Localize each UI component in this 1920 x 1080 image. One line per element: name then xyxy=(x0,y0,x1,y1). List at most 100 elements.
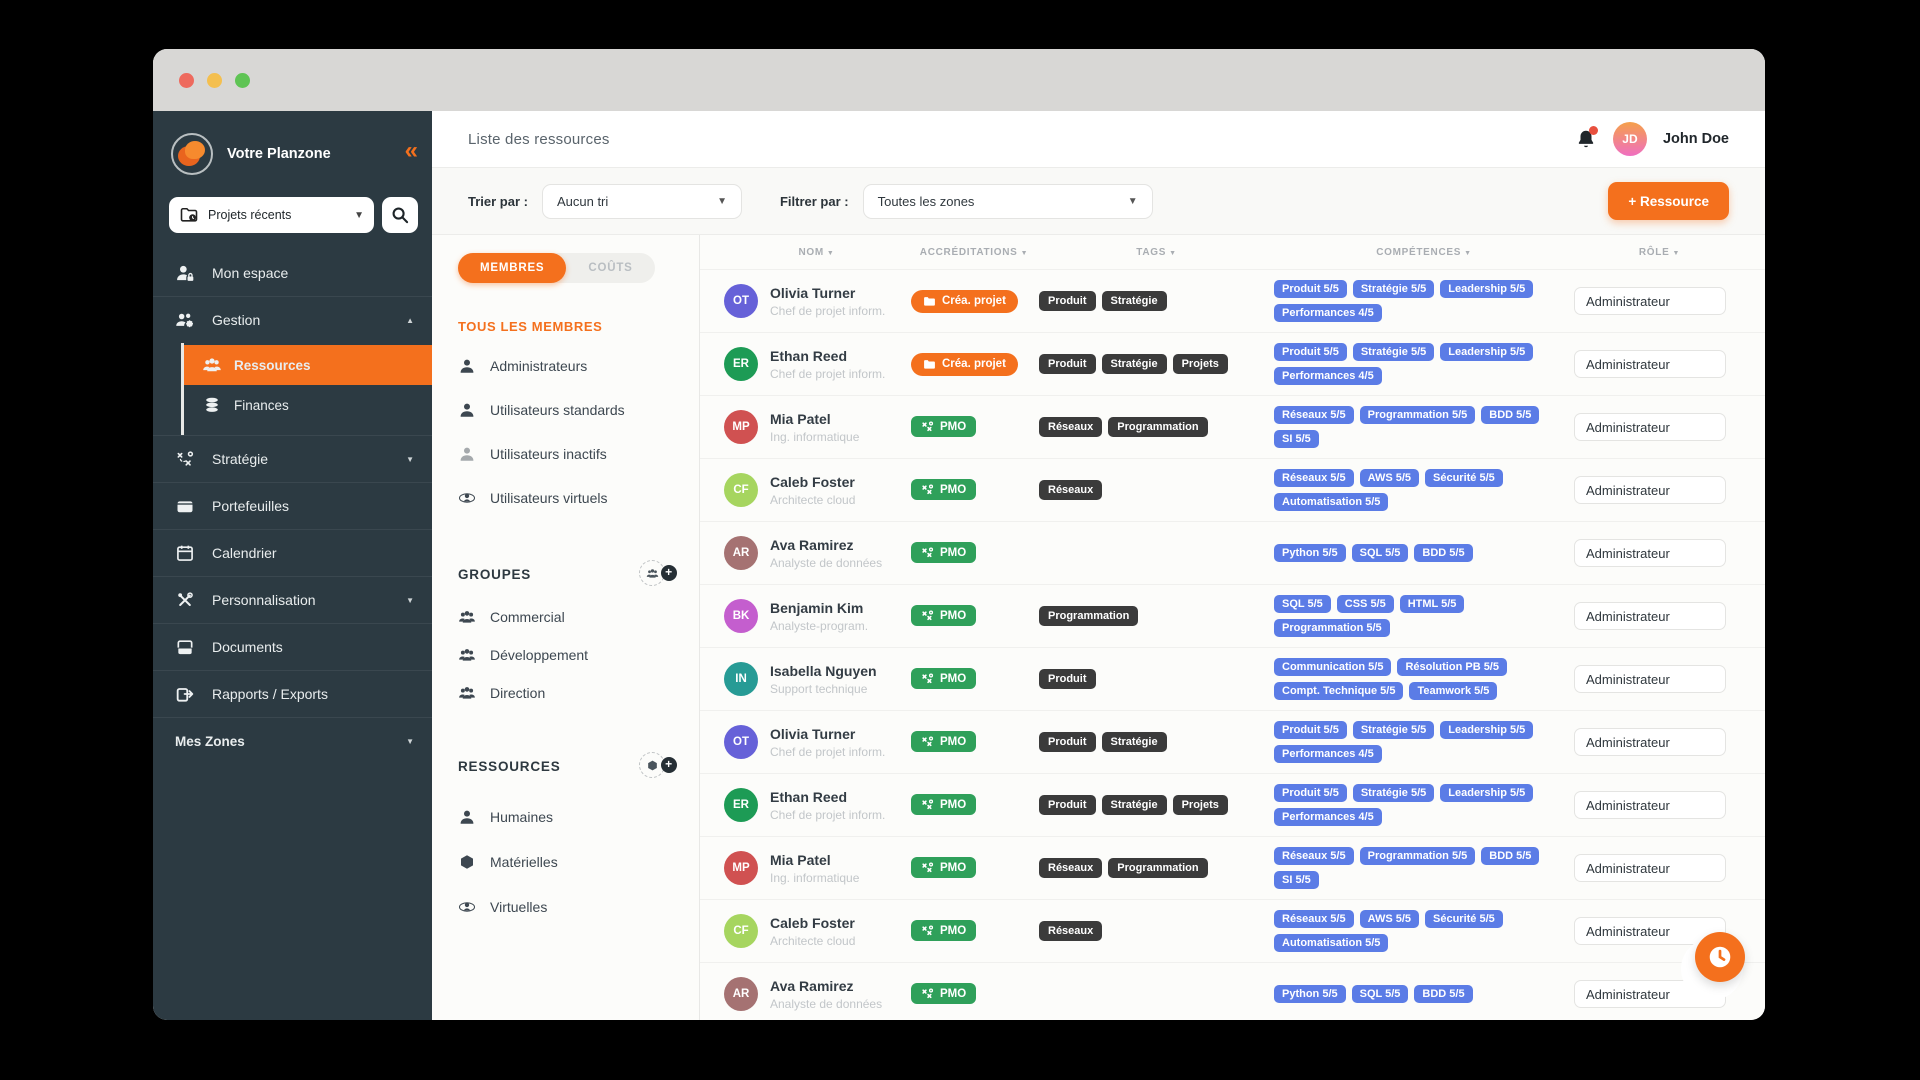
member-type-label: Utilisateurs virtuels xyxy=(490,490,608,506)
zone-filter-select[interactable]: Toutes les zones ▼ xyxy=(862,183,1153,219)
role-select[interactable]: Administrateur xyxy=(1574,854,1726,882)
sidebar-item-personnalisation[interactable]: Personnalisation ▼ xyxy=(153,576,432,623)
resource-type-item[interactable]: Virtuelles xyxy=(458,884,679,929)
members-panel: MEMBRES COÛTS TOUS LES MEMBRES Administra… xyxy=(432,235,700,1020)
member-name[interactable]: Olivia Turner xyxy=(770,725,856,742)
skill-chip: Produit 5/5 xyxy=(1274,280,1347,298)
filter-label: Filtrer par : xyxy=(779,193,849,209)
sidebar-item-mon-espace[interactable]: Mon espace xyxy=(153,249,432,296)
user-name: John Doe xyxy=(1662,131,1729,147)
skill-chip: SI 5/5 xyxy=(1274,430,1319,448)
accreditation-label: PMO xyxy=(940,672,967,685)
sort-select[interactable]: Aucun tri ▼ xyxy=(541,183,742,219)
chevron-down-icon: ▼ xyxy=(406,454,414,464)
column-header-rôle[interactable]: RÔLE ▼ xyxy=(1574,247,1745,258)
user-avatar[interactable]: JD xyxy=(1612,122,1647,156)
maximize-window-button[interactable] xyxy=(235,73,250,88)
sidebar-collapse-icon[interactable]: « xyxy=(404,137,418,164)
member-type-item[interactable]: Utilisateurs inactifs xyxy=(458,432,679,476)
skill-chip: Performances 4/5 xyxy=(1274,367,1382,385)
add-resource-type-button[interactable]: + xyxy=(639,752,679,780)
add-resource-button[interactable]: + Ressource xyxy=(1608,182,1729,220)
recent-projects-select[interactable]: Projets récents ▼ xyxy=(169,197,374,233)
skill-chip: CSS 5/5 xyxy=(1336,595,1394,613)
user-icon xyxy=(458,808,476,826)
role-select[interactable]: Administrateur xyxy=(1574,665,1726,693)
user-lock-icon xyxy=(175,263,195,283)
users-icon xyxy=(458,646,476,664)
member-name[interactable]: Ava Ramirez xyxy=(770,536,854,553)
member-name[interactable]: Ethan Reed xyxy=(770,347,848,364)
skill-chip: Automatisation 5/5 xyxy=(1274,934,1389,952)
member-name[interactable]: Mia Patel xyxy=(770,410,831,427)
role-select[interactable]: Administrateur xyxy=(1574,602,1726,630)
resource-type-item[interactable]: Matérielles xyxy=(458,839,679,884)
member-name[interactable]: Mia Patel xyxy=(770,851,831,868)
role-select[interactable]: Administrateur xyxy=(1574,413,1726,441)
member-name[interactable]: Caleb Foster xyxy=(770,914,855,931)
skill-chip: Programmation 5/5 xyxy=(1359,847,1476,865)
skill-chip: Sécurité 5/5 xyxy=(1425,910,1503,928)
group-item[interactable]: Direction xyxy=(458,674,679,712)
accreditation-label: PMO xyxy=(940,798,967,811)
sidebar-subitem-ressources[interactable]: Ressources xyxy=(184,345,432,385)
sidebar-subitem-finances[interactable]: Finances xyxy=(184,385,432,425)
member-type-item[interactable]: Utilisateurs standards xyxy=(458,388,679,432)
role-select[interactable]: Administrateur xyxy=(1574,539,1726,567)
search-button[interactable] xyxy=(382,197,418,233)
accreditation-badge: PMO xyxy=(911,731,977,752)
sidebar-item-strategie[interactable]: Stratégie ▼ xyxy=(153,435,432,482)
clock-icon[interactable] xyxy=(1695,932,1745,982)
member-type-item[interactable]: Administrateurs xyxy=(458,344,679,388)
group-item[interactable]: Commercial xyxy=(458,598,679,636)
groups-section-header: GROUPES + xyxy=(458,560,679,588)
member-subtitle: Architecte cloud xyxy=(770,492,856,507)
member-name[interactable]: Caleb Foster xyxy=(770,473,855,490)
role-select[interactable]: Administrateur xyxy=(1574,476,1726,504)
group-item[interactable]: Développement xyxy=(458,636,679,674)
skill-chip: Stratégie 5/5 xyxy=(1352,784,1435,802)
column-header-compétences[interactable]: COMPÉTENCES ▼ xyxy=(1274,247,1574,258)
role-select[interactable]: Administrateur xyxy=(1574,287,1726,315)
resource-type-item[interactable]: Humaines xyxy=(458,794,679,839)
avatar: IN xyxy=(724,662,758,696)
notifications-bell-icon[interactable] xyxy=(1575,126,1598,150)
add-group-button[interactable]: + xyxy=(639,560,679,588)
sidebar-item-calendrier[interactable]: Calendrier xyxy=(153,529,432,576)
member-name[interactable]: Benjamin Kim xyxy=(770,599,864,616)
close-window-button[interactable] xyxy=(179,73,194,88)
role-select[interactable]: Administrateur xyxy=(1574,728,1726,756)
tag-badge: Programmation xyxy=(1039,606,1139,626)
sidebar-item-mes-zones[interactable]: Mes Zones ▼ xyxy=(153,717,432,764)
table-row: CF Caleb Foster Architecte cloud PMO Réseaux… xyxy=(700,899,1765,962)
skill-chip: BDD 5/5 xyxy=(1414,544,1473,562)
tag-badge: Réseaux xyxy=(1039,417,1103,437)
minimize-window-button[interactable] xyxy=(207,73,222,88)
member-name[interactable]: Olivia Turner xyxy=(770,284,856,301)
member-subtitle: Support technique xyxy=(770,681,868,696)
member-name[interactable]: Ava Ramirez xyxy=(770,977,854,994)
column-header-nom[interactable]: NOM ▼ xyxy=(724,247,909,258)
tab-membres[interactable]: MEMBRES xyxy=(458,253,567,283)
plus-icon: + xyxy=(661,565,677,581)
strategy-mini-icon xyxy=(921,546,934,559)
sidebar-item-gestion[interactable]: Gestion ▲ xyxy=(153,296,432,343)
role-select[interactable]: Administrateur xyxy=(1574,350,1726,378)
member-name[interactable]: Ethan Reed xyxy=(770,788,848,805)
tab-coûts[interactable]: COÛTS xyxy=(588,262,633,274)
sidebar-item-documents[interactable]: Documents xyxy=(153,623,432,670)
member-name[interactable]: Isabella Nguyen xyxy=(770,662,877,679)
sidebar-item-label: Calendrier xyxy=(212,545,277,561)
column-header-accréditations[interactable]: ACCRÉDITATIONS ▼ xyxy=(909,247,1039,258)
column-header-label: RÔLE xyxy=(1638,246,1670,258)
sidebar-item-portefeuilles[interactable]: Portefeuilles xyxy=(153,482,432,529)
folder-icon xyxy=(923,358,936,371)
member-type-item[interactable]: Utilisateurs virtuels xyxy=(458,476,679,520)
all-members-link[interactable]: TOUS LES MEMBRES xyxy=(458,319,603,334)
role-select[interactable]: Administrateur xyxy=(1574,791,1726,819)
sidebar-item-rapports-exports[interactable]: Rapports / Exports xyxy=(153,670,432,717)
time-tracker-fab[interactable] xyxy=(1681,932,1747,1000)
column-header-tags[interactable]: TAGS ▼ xyxy=(1039,247,1274,258)
strategy-mini-icon xyxy=(921,672,934,685)
tag-badge: Projets xyxy=(1172,795,1228,815)
